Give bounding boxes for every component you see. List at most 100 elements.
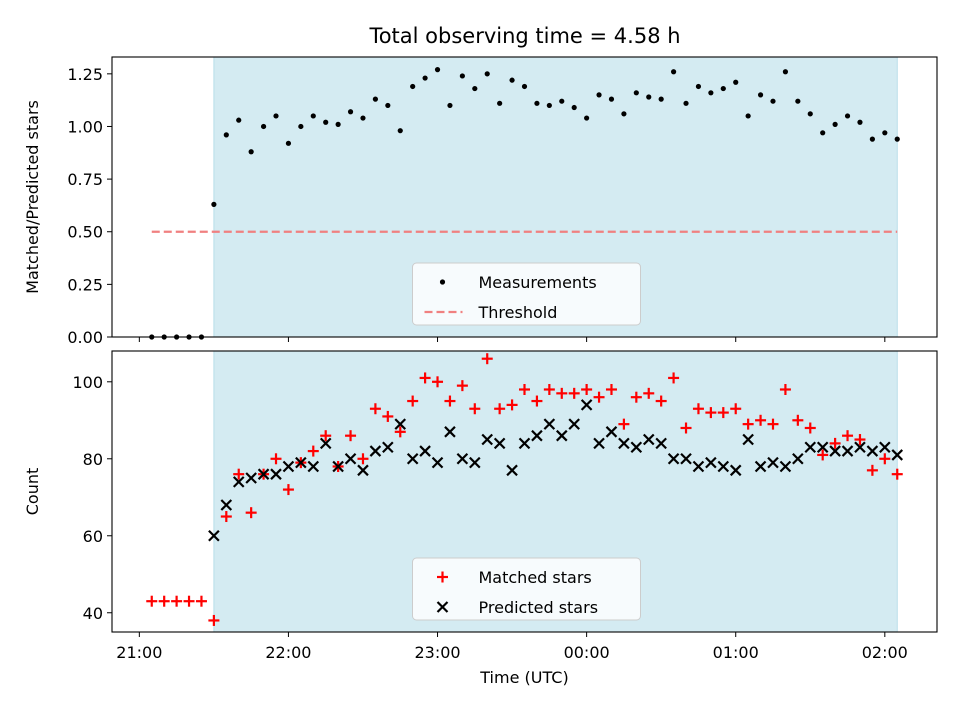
panel-2-series-2-point-47-b bbox=[779, 460, 792, 473]
panel-2-series-2-point-7-b bbox=[282, 460, 295, 473]
panel-1-series-1-point-13 bbox=[298, 123, 304, 130]
panel-2-ytick-label-4: 100 bbox=[72, 373, 103, 392]
panel-2-series-2-point-33-b bbox=[605, 426, 618, 438]
panel-2-series-2-point-3-b bbox=[232, 476, 245, 488]
panel-2-series-1-point-8 bbox=[233, 468, 245, 480]
panel-2-series-1-point-37 bbox=[593, 391, 605, 403]
panel-2-series-1-point-51 bbox=[767, 418, 779, 430]
panel-2-series-1-point-7 bbox=[220, 511, 232, 523]
panel-2-series-2-point-41-b bbox=[705, 456, 717, 469]
panel-2-ylabel: Count bbox=[23, 468, 42, 516]
panel-1-series-1-point-58 bbox=[857, 119, 863, 125]
panel-2-series-1-point-29 bbox=[494, 403, 506, 415]
panel-2-series-1-point-43 bbox=[668, 372, 680, 384]
panel-2-series-2-point-46 bbox=[767, 456, 779, 469]
panel-2-series-2-point-16 bbox=[394, 418, 407, 430]
panel-1-series-1-point-12 bbox=[285, 140, 292, 146]
panel-2-legend-marker-2-b bbox=[436, 601, 449, 613]
panel-1-series-1-point-32 bbox=[534, 100, 540, 106]
panel-1-series-1-point-16 bbox=[335, 121, 341, 127]
panel-1-series-1-point-23 bbox=[422, 75, 428, 81]
panel-1-series-1-point-14 bbox=[310, 113, 316, 119]
panel-2-legend-label-2: Predicted stars bbox=[479, 598, 599, 617]
panel-2-series-1-point-15 bbox=[320, 430, 332, 442]
panel-2-series-1-point-2 bbox=[158, 595, 170, 607]
panel-2-series-2-point-53-b bbox=[854, 441, 866, 454]
panel-2-series-1-point-14 bbox=[307, 445, 319, 457]
panel-2-series-2-point-4 bbox=[245, 472, 257, 484]
panel-2-series-1-point-24 bbox=[432, 376, 444, 388]
panel-2-series-2-point-44-b bbox=[742, 433, 754, 446]
panel-1-legend-label-2: Threshold bbox=[478, 303, 558, 322]
panel-2-xtick-label-2: 22:00 bbox=[265, 643, 311, 662]
panel-1-series-1-point-21 bbox=[397, 128, 403, 134]
panel-1-series-1-point-51 bbox=[770, 98, 776, 104]
panel-1-series-1-point-17 bbox=[347, 109, 354, 115]
panel-1-series-1-point-8 bbox=[236, 117, 242, 123]
panel-2-series-1-point-30 bbox=[506, 399, 518, 411]
panel-2-series-2-point-13 bbox=[357, 464, 369, 477]
panel-1-series-1-point-18 bbox=[360, 115, 366, 121]
panel-2-series-2-point-12-b bbox=[344, 453, 357, 465]
panel-2-series-1-point-11 bbox=[270, 453, 282, 465]
panel-2-series-2-point-17-b bbox=[406, 453, 419, 465]
panel-2-series-1-point-36 bbox=[581, 383, 593, 395]
panel-2-series-2-point-25 bbox=[506, 464, 518, 477]
panel-2-series-2-point-27-b bbox=[531, 429, 543, 442]
panel-2-series-2-point-52-b bbox=[841, 445, 854, 457]
panel-1-series-1-point-48 bbox=[733, 79, 739, 85]
panel-2-series-1-point-1 bbox=[146, 595, 158, 607]
panel-2-series-2-point-20 bbox=[444, 426, 456, 438]
panel-2-series-2-point-25-b bbox=[506, 464, 518, 477]
panel-2-series-2-point-46-b bbox=[767, 456, 779, 469]
panel-2-series-2-point-11 bbox=[332, 460, 344, 473]
panel-2-series-1-point-44 bbox=[680, 422, 692, 434]
panel-2-series-2-point-2-b bbox=[220, 499, 233, 511]
panel-1-series-1-point-54 bbox=[807, 111, 813, 117]
panel-2-series-1-point-12 bbox=[282, 484, 294, 496]
panel-2-series-1-point-32 bbox=[531, 395, 543, 407]
panel-2-series-2-point-44 bbox=[742, 433, 754, 446]
panel-1-series-1-point-38 bbox=[608, 96, 615, 102]
panel-1-ylabel: Matched/Predicted stars bbox=[23, 100, 42, 294]
panel-1-series-1-point-33 bbox=[546, 102, 552, 109]
panel-2-axes-frame bbox=[111, 350, 938, 633]
panel-2-legend-box bbox=[412, 557, 641, 621]
panel-1-series-1-point-19 bbox=[372, 96, 379, 102]
panel-1-series-1-point-61 bbox=[894, 136, 900, 142]
panel-1-series-1-point-53 bbox=[795, 98, 801, 104]
panel-2-series-2-point-19 bbox=[431, 456, 444, 469]
panel-1-series-1-point-44 bbox=[683, 100, 689, 106]
panel-2-series-1-point-57 bbox=[842, 430, 854, 442]
panel-2-series-2-point-54-b bbox=[866, 445, 879, 457]
panel-1-series-1-point-31 bbox=[521, 83, 528, 90]
panel-2-series-2-point-3 bbox=[232, 476, 245, 488]
panel-1-legend-label-1: Measurements bbox=[479, 273, 597, 292]
panel-2-series-1-point-17 bbox=[345, 430, 357, 442]
panel-1-series-1-point-57 bbox=[844, 113, 851, 119]
panel-2-ytick-label-1: 40 bbox=[83, 604, 103, 623]
top-panel: 0.00 0.25 0.50 0.75 1.00 1.25 Matched/Predicte… bbox=[23, 56, 938, 347]
panel-2-series-1-point-39 bbox=[618, 418, 630, 430]
panel-2-xtick-label-5: 01:00 bbox=[713, 643, 759, 662]
panel-2-series-2-point-54 bbox=[866, 445, 879, 457]
panel-2-series-2-point-38-b bbox=[667, 453, 680, 465]
panel-2-series-2-point-8-b bbox=[295, 456, 307, 469]
panel-2-series-2-point-28 bbox=[543, 418, 556, 430]
panel-2-series-2-point-2 bbox=[220, 499, 233, 511]
panel-2-series-2-point-14-b bbox=[369, 445, 382, 457]
panel-2-series-2-point-15-b bbox=[382, 441, 394, 454]
panel-2-series-2-point-23-b bbox=[481, 433, 494, 446]
panel-1-series-1-point-6 bbox=[211, 201, 217, 207]
panel-2-series-1-point-35 bbox=[568, 387, 580, 399]
panel-2-series-2-point-20-b bbox=[444, 426, 456, 438]
panel-2-series-2-point-33 bbox=[605, 426, 618, 438]
panel-2-series-2-point-55 bbox=[879, 441, 891, 454]
panel-2-series-1-point-50 bbox=[755, 414, 767, 426]
panel-1-series-1-point-29 bbox=[497, 100, 503, 106]
panel-2-series-2-point-35 bbox=[630, 441, 643, 454]
panel-2-series-2-point-42-b bbox=[717, 460, 730, 473]
panel-2-series-1-point-22 bbox=[407, 395, 419, 407]
panel-2-series-2-point-5 bbox=[257, 468, 270, 480]
